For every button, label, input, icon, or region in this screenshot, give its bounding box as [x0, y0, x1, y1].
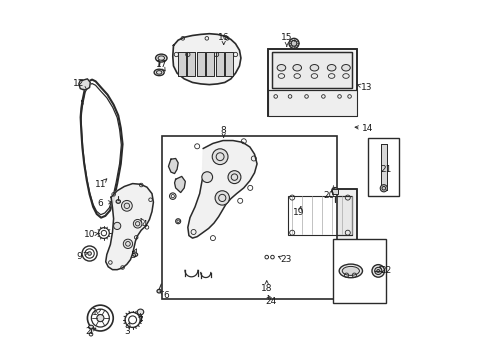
Bar [178, 51, 185, 76]
Ellipse shape [88, 252, 91, 255]
Bar [196, 51, 204, 76]
Bar [380, 144, 386, 190]
Ellipse shape [288, 39, 298, 48]
Ellipse shape [290, 41, 296, 46]
Polygon shape [174, 176, 185, 193]
Bar [267, 49, 356, 116]
Bar [206, 51, 214, 76]
Bar [271, 52, 352, 88]
Bar [267, 49, 356, 116]
Text: 9: 9 [76, 252, 81, 261]
Text: 13: 13 [361, 83, 372, 92]
Text: 2: 2 [85, 327, 91, 336]
Polygon shape [105, 184, 153, 270]
Polygon shape [79, 79, 90, 90]
Bar [187, 51, 195, 76]
Ellipse shape [342, 266, 359, 275]
Polygon shape [187, 140, 257, 238]
Ellipse shape [380, 185, 386, 192]
Bar [333, 239, 386, 303]
Text: 20: 20 [323, 190, 334, 199]
Bar [178, 51, 185, 76]
Text: 24: 24 [265, 297, 277, 306]
Text: 6: 6 [97, 199, 103, 208]
Text: 1: 1 [92, 308, 97, 317]
Bar [225, 51, 233, 76]
Ellipse shape [132, 253, 137, 256]
Text: 12: 12 [73, 80, 84, 89]
Ellipse shape [339, 264, 362, 278]
Ellipse shape [113, 222, 121, 229]
Text: 3: 3 [124, 327, 129, 336]
Text: 11: 11 [95, 180, 106, 189]
Ellipse shape [154, 69, 164, 76]
Text: 4: 4 [142, 220, 147, 229]
Bar [196, 51, 204, 76]
Ellipse shape [277, 64, 285, 71]
Bar [283, 189, 356, 242]
Bar [267, 90, 356, 116]
Text: 21: 21 [380, 166, 391, 175]
Ellipse shape [215, 191, 229, 205]
Ellipse shape [121, 201, 132, 211]
Ellipse shape [227, 171, 241, 184]
Text: 8: 8 [221, 126, 226, 135]
Bar [216, 51, 224, 76]
Bar [271, 52, 352, 88]
Ellipse shape [331, 188, 337, 194]
Polygon shape [261, 248, 278, 264]
Ellipse shape [133, 220, 142, 228]
Text: 19: 19 [293, 208, 304, 217]
Ellipse shape [137, 309, 143, 315]
Ellipse shape [97, 315, 104, 321]
Bar [162, 136, 336, 299]
Ellipse shape [202, 172, 212, 183]
Text: 10: 10 [83, 230, 95, 239]
Text: 15: 15 [281, 33, 292, 42]
Text: 17: 17 [155, 60, 167, 69]
Text: 22: 22 [380, 266, 391, 275]
Ellipse shape [326, 64, 335, 71]
Ellipse shape [371, 265, 384, 277]
Polygon shape [168, 158, 178, 174]
Ellipse shape [123, 239, 132, 248]
Bar [206, 51, 214, 76]
Text: 6: 6 [163, 291, 169, 300]
Ellipse shape [88, 325, 93, 329]
Ellipse shape [309, 64, 318, 71]
Bar [187, 51, 195, 76]
Bar [283, 189, 356, 242]
Ellipse shape [116, 200, 120, 203]
Ellipse shape [157, 289, 161, 293]
Polygon shape [172, 34, 241, 85]
Ellipse shape [212, 149, 227, 165]
Bar [225, 51, 233, 76]
Ellipse shape [374, 267, 381, 274]
Bar [380, 144, 386, 190]
Bar [331, 189, 337, 194]
Text: 18: 18 [261, 284, 272, 293]
Ellipse shape [341, 64, 349, 71]
Text: 14: 14 [361, 123, 372, 132]
Text: 23: 23 [280, 255, 291, 264]
Ellipse shape [292, 64, 301, 71]
Bar [216, 51, 224, 76]
Text: 16: 16 [218, 33, 229, 42]
Bar [287, 196, 352, 235]
Ellipse shape [155, 54, 167, 62]
Text: 7: 7 [137, 316, 143, 325]
Bar [287, 196, 352, 235]
Text: 5: 5 [130, 251, 136, 260]
Bar [367, 138, 399, 196]
